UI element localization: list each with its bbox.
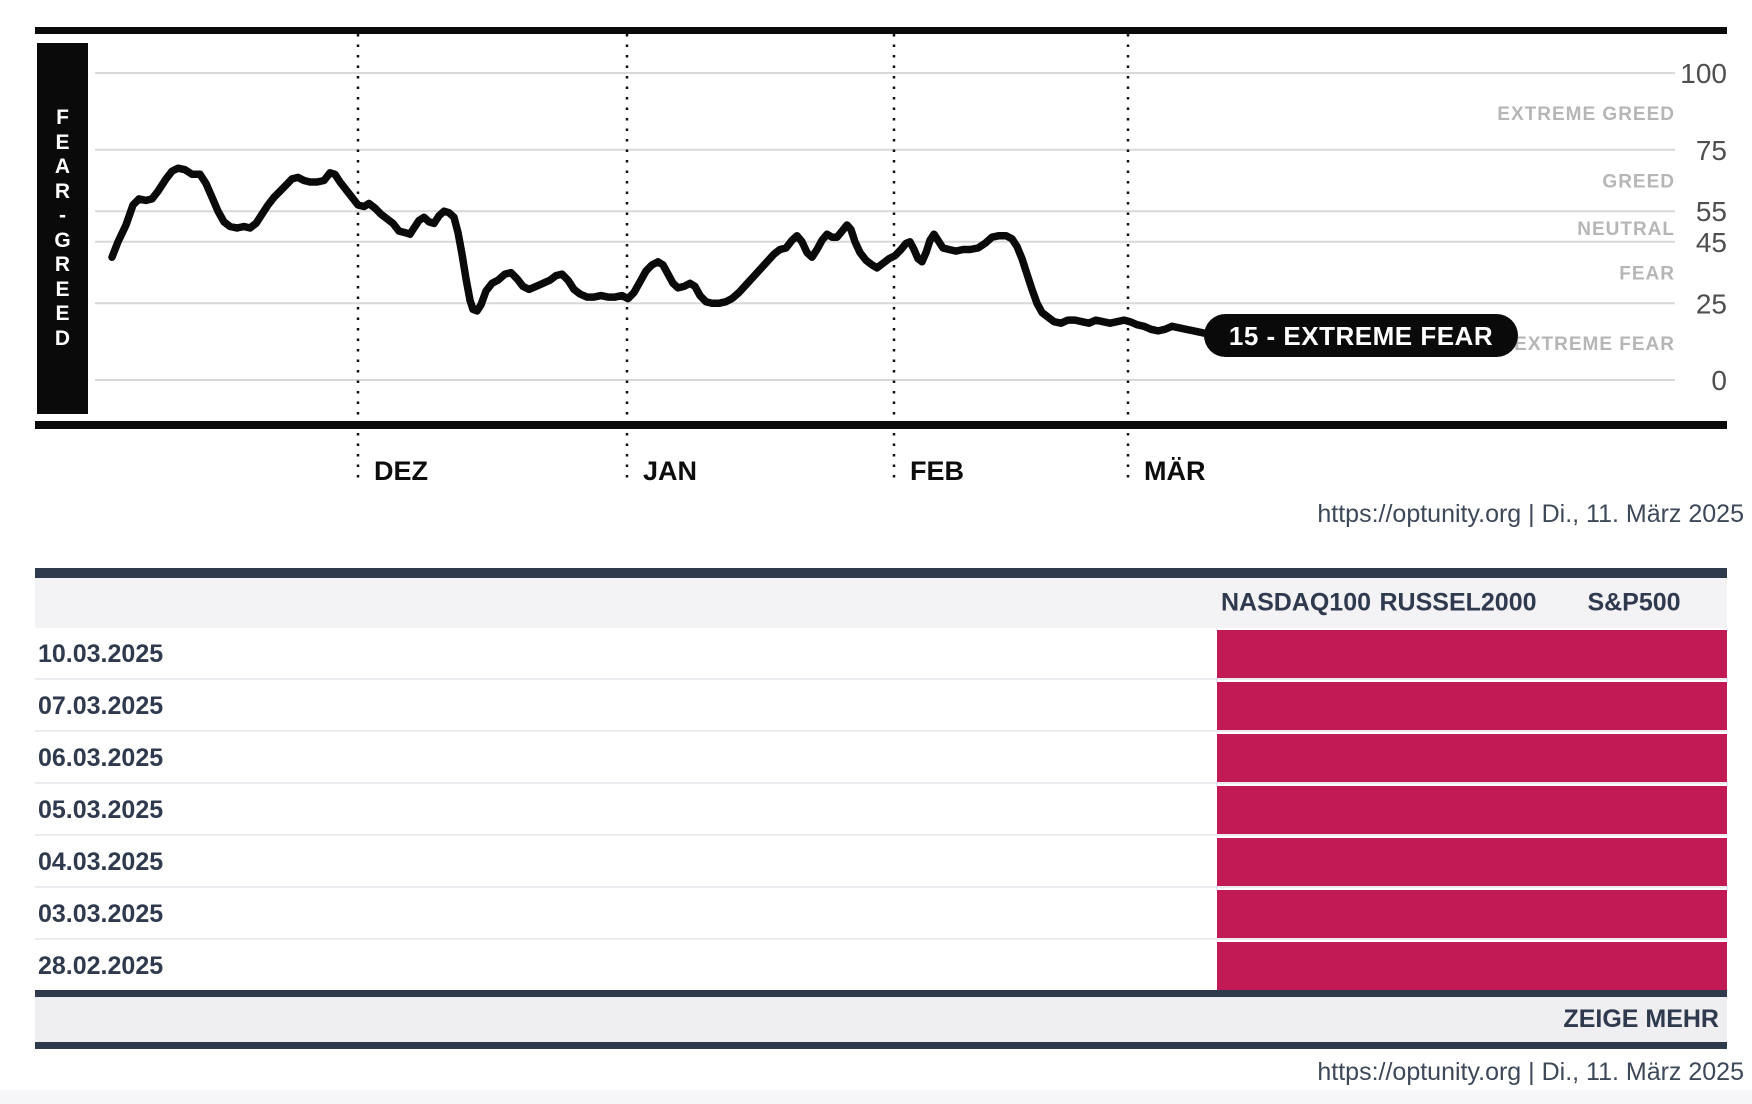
value-cells-block (1217, 630, 1727, 678)
table-row: 03.03.2025 (35, 890, 1727, 938)
value-cells-block (1217, 786, 1727, 834)
chart-source-caption: https://optunity.org | Di., 11. März 202… (1317, 500, 1744, 528)
date-cell: 07.03.2025 (38, 692, 164, 720)
axis-title-letter: R (54, 179, 71, 203)
value-cells-block (1217, 942, 1727, 990)
zone-label: FEAR (1619, 264, 1675, 285)
date-cell: 28.02.2025 (38, 952, 164, 980)
date-cell: 04.03.2025 (38, 848, 164, 876)
table-row: 10.03.2025 (35, 630, 1727, 678)
y-tick-label: 100 (1680, 58, 1727, 89)
row-separator (35, 834, 1727, 838)
axis-title-letter: E (55, 130, 70, 154)
axis-title-letter: E (55, 277, 70, 301)
axis-title-letter: A (54, 155, 71, 178)
row-separator (35, 730, 1727, 734)
show-more-button[interactable]: ZEIGE MEHR (1563, 1005, 1719, 1033)
row-separator (35, 678, 1727, 682)
table-header-row: NASDAQ100 RUSSEL2000 S&P500 (35, 578, 1727, 628)
table-row: 28.02.2025 (35, 942, 1727, 990)
table-row: 05.03.2025 (35, 786, 1727, 834)
axis-title-letter: R (54, 253, 71, 276)
header-body-spacer (35, 628, 1727, 630)
month-label: JAN (643, 456, 697, 486)
current-value-pill (1204, 314, 1518, 357)
column-header-sp500: S&P500 (1587, 588, 1681, 617)
month-label: DEZ (374, 456, 428, 486)
table-row: 06.03.2025 (35, 734, 1727, 782)
column-header-nasdaq100: NASDAQ100 (1220, 588, 1372, 617)
date-cell: 06.03.2025 (38, 744, 164, 772)
axis-title-letter: - (59, 204, 66, 227)
fear-greed-chart: DEZ JAN FEB MÄR 100 75 55 45 25 0 EXTREME GREED GRE… (0, 0, 1752, 500)
zone-label: GREED (1602, 172, 1675, 193)
zone-label: EXTREME FEAR (1514, 334, 1675, 355)
date-cell: 05.03.2025 (38, 796, 164, 824)
y-tick-label: 25 (1696, 288, 1727, 319)
row-separator (35, 782, 1727, 786)
axis-title-letter: G (54, 228, 71, 252)
value-cells-block (1217, 682, 1727, 730)
row-separator (35, 886, 1727, 890)
y-tick-label: 45 (1696, 227, 1727, 258)
x-axis-rule (35, 421, 1727, 429)
footer-border (35, 1042, 1727, 1049)
zone-label: EXTREME GREED (1497, 104, 1675, 125)
value-cells-block (1217, 890, 1727, 938)
index-table-body: 10.03.2025 07.03.2025 06.03.2025 05.03.2025… (35, 630, 1727, 990)
show-more-row: ZEIGE MEHR (35, 997, 1727, 1042)
series-line (108, 164, 1211, 338)
current-value-label: 15 - EXTREME FEAR (1229, 321, 1493, 351)
axis-title-letter: F (56, 106, 69, 129)
y-tick-label: 0 (1711, 365, 1727, 396)
y-tick-label: 55 (1696, 196, 1727, 227)
month-label: FEB (910, 456, 964, 486)
date-cell: 03.03.2025 (38, 900, 164, 928)
month-label: MÄR (1144, 456, 1206, 486)
table-row: 07.03.2025 (35, 682, 1727, 730)
table-top-border (35, 568, 1727, 578)
y-tick-label: 75 (1696, 135, 1727, 166)
table-bottom-border (35, 990, 1727, 997)
axis-title-letter: D (54, 326, 71, 350)
page-source-caption: https://optunity.org | Di., 11. März 202… (1317, 1058, 1744, 1086)
row-separator (35, 938, 1727, 942)
date-cell: 10.03.2025 (38, 640, 164, 668)
axis-title-letter: E (55, 302, 70, 325)
value-cells-block (1217, 734, 1727, 782)
column-header-russel2000: RUSSEL2000 (1379, 588, 1537, 617)
table-row: 04.03.2025 (35, 838, 1727, 886)
zone-label: NEUTRAL (1577, 219, 1675, 240)
value-cells-block (1217, 838, 1727, 886)
index-table: NASDAQ100 RUSSEL2000 S&P500 10.03.2025 07… (35, 568, 1727, 1049)
bottom-strip (0, 1090, 1752, 1104)
chart-top-rule (35, 27, 1727, 34)
